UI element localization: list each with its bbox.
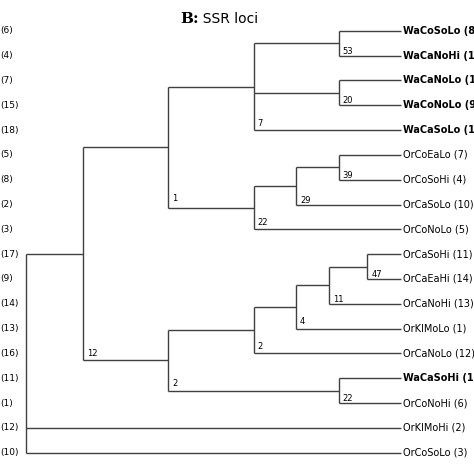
Text: (4): (4) [0, 51, 13, 60]
Text: WaCaNoHi (18): WaCaNoHi (18) [403, 51, 474, 61]
Text: 2: 2 [257, 342, 263, 351]
Text: (13): (13) [0, 324, 19, 333]
Text: WaCoSoLo (8): WaCoSoLo (8) [403, 26, 474, 36]
Text: 22: 22 [343, 394, 353, 403]
Text: (18): (18) [0, 126, 19, 135]
Text: 2: 2 [172, 379, 177, 388]
Text: 53: 53 [343, 46, 353, 55]
Text: 29: 29 [300, 195, 310, 204]
Text: OrCaSoHi (11): OrCaSoHi (11) [403, 249, 473, 259]
Text: WaCaNoLo (17): WaCaNoLo (17) [403, 75, 474, 85]
Text: 22: 22 [257, 218, 268, 227]
Text: (16): (16) [0, 349, 19, 358]
Text: OrCoNoHi (6): OrCoNoHi (6) [403, 398, 467, 408]
Text: OrCaSoLo (10): OrCaSoLo (10) [403, 200, 474, 210]
Text: OrCaEaHi (14): OrCaEaHi (14) [403, 274, 473, 284]
Text: (9): (9) [0, 274, 13, 283]
Text: (15): (15) [0, 101, 19, 110]
Text: (6): (6) [0, 27, 13, 35]
Text: 1: 1 [172, 194, 177, 203]
Text: SSR loci: SSR loci [194, 12, 258, 26]
Text: (17): (17) [0, 250, 19, 259]
Text: (14): (14) [0, 299, 19, 308]
Text: OrCoNoLo (5): OrCoNoLo (5) [403, 224, 469, 234]
Text: (2): (2) [0, 200, 13, 209]
Text: B:: B: [180, 12, 199, 26]
Text: (8): (8) [0, 175, 13, 184]
Text: OrKIMoLo (1): OrKIMoLo (1) [403, 324, 466, 334]
Text: 7: 7 [257, 118, 263, 128]
Text: WaCoNoLo (9): WaCoNoLo (9) [403, 100, 474, 110]
Text: OrCoSoLo (3): OrCoSoLo (3) [403, 447, 467, 458]
Text: (3): (3) [0, 225, 13, 234]
Text: (12): (12) [0, 423, 19, 432]
Text: OrCaNoLo (12): OrCaNoLo (12) [403, 348, 474, 358]
Text: OrCaNoHi (13): OrCaNoHi (13) [403, 299, 474, 309]
Text: WaCaSoHi (16): WaCaSoHi (16) [403, 373, 474, 383]
Text: 12: 12 [87, 349, 97, 358]
Text: 11: 11 [333, 295, 344, 304]
Text: OrCoEaLo (7): OrCoEaLo (7) [403, 150, 467, 160]
Text: 4: 4 [300, 317, 305, 326]
Text: 20: 20 [343, 96, 353, 105]
Text: (1): (1) [0, 399, 13, 408]
Text: 47: 47 [371, 270, 382, 279]
Text: OrKIMoHi (2): OrKIMoHi (2) [403, 423, 465, 433]
Text: (7): (7) [0, 76, 13, 85]
Text: (10): (10) [0, 448, 19, 457]
Text: OrCoSoHi (4): OrCoSoHi (4) [403, 175, 466, 185]
Text: WaCaSoLo (15): WaCaSoLo (15) [403, 125, 474, 135]
Text: (5): (5) [0, 150, 13, 159]
Text: 39: 39 [343, 171, 353, 180]
Text: (11): (11) [0, 374, 19, 383]
